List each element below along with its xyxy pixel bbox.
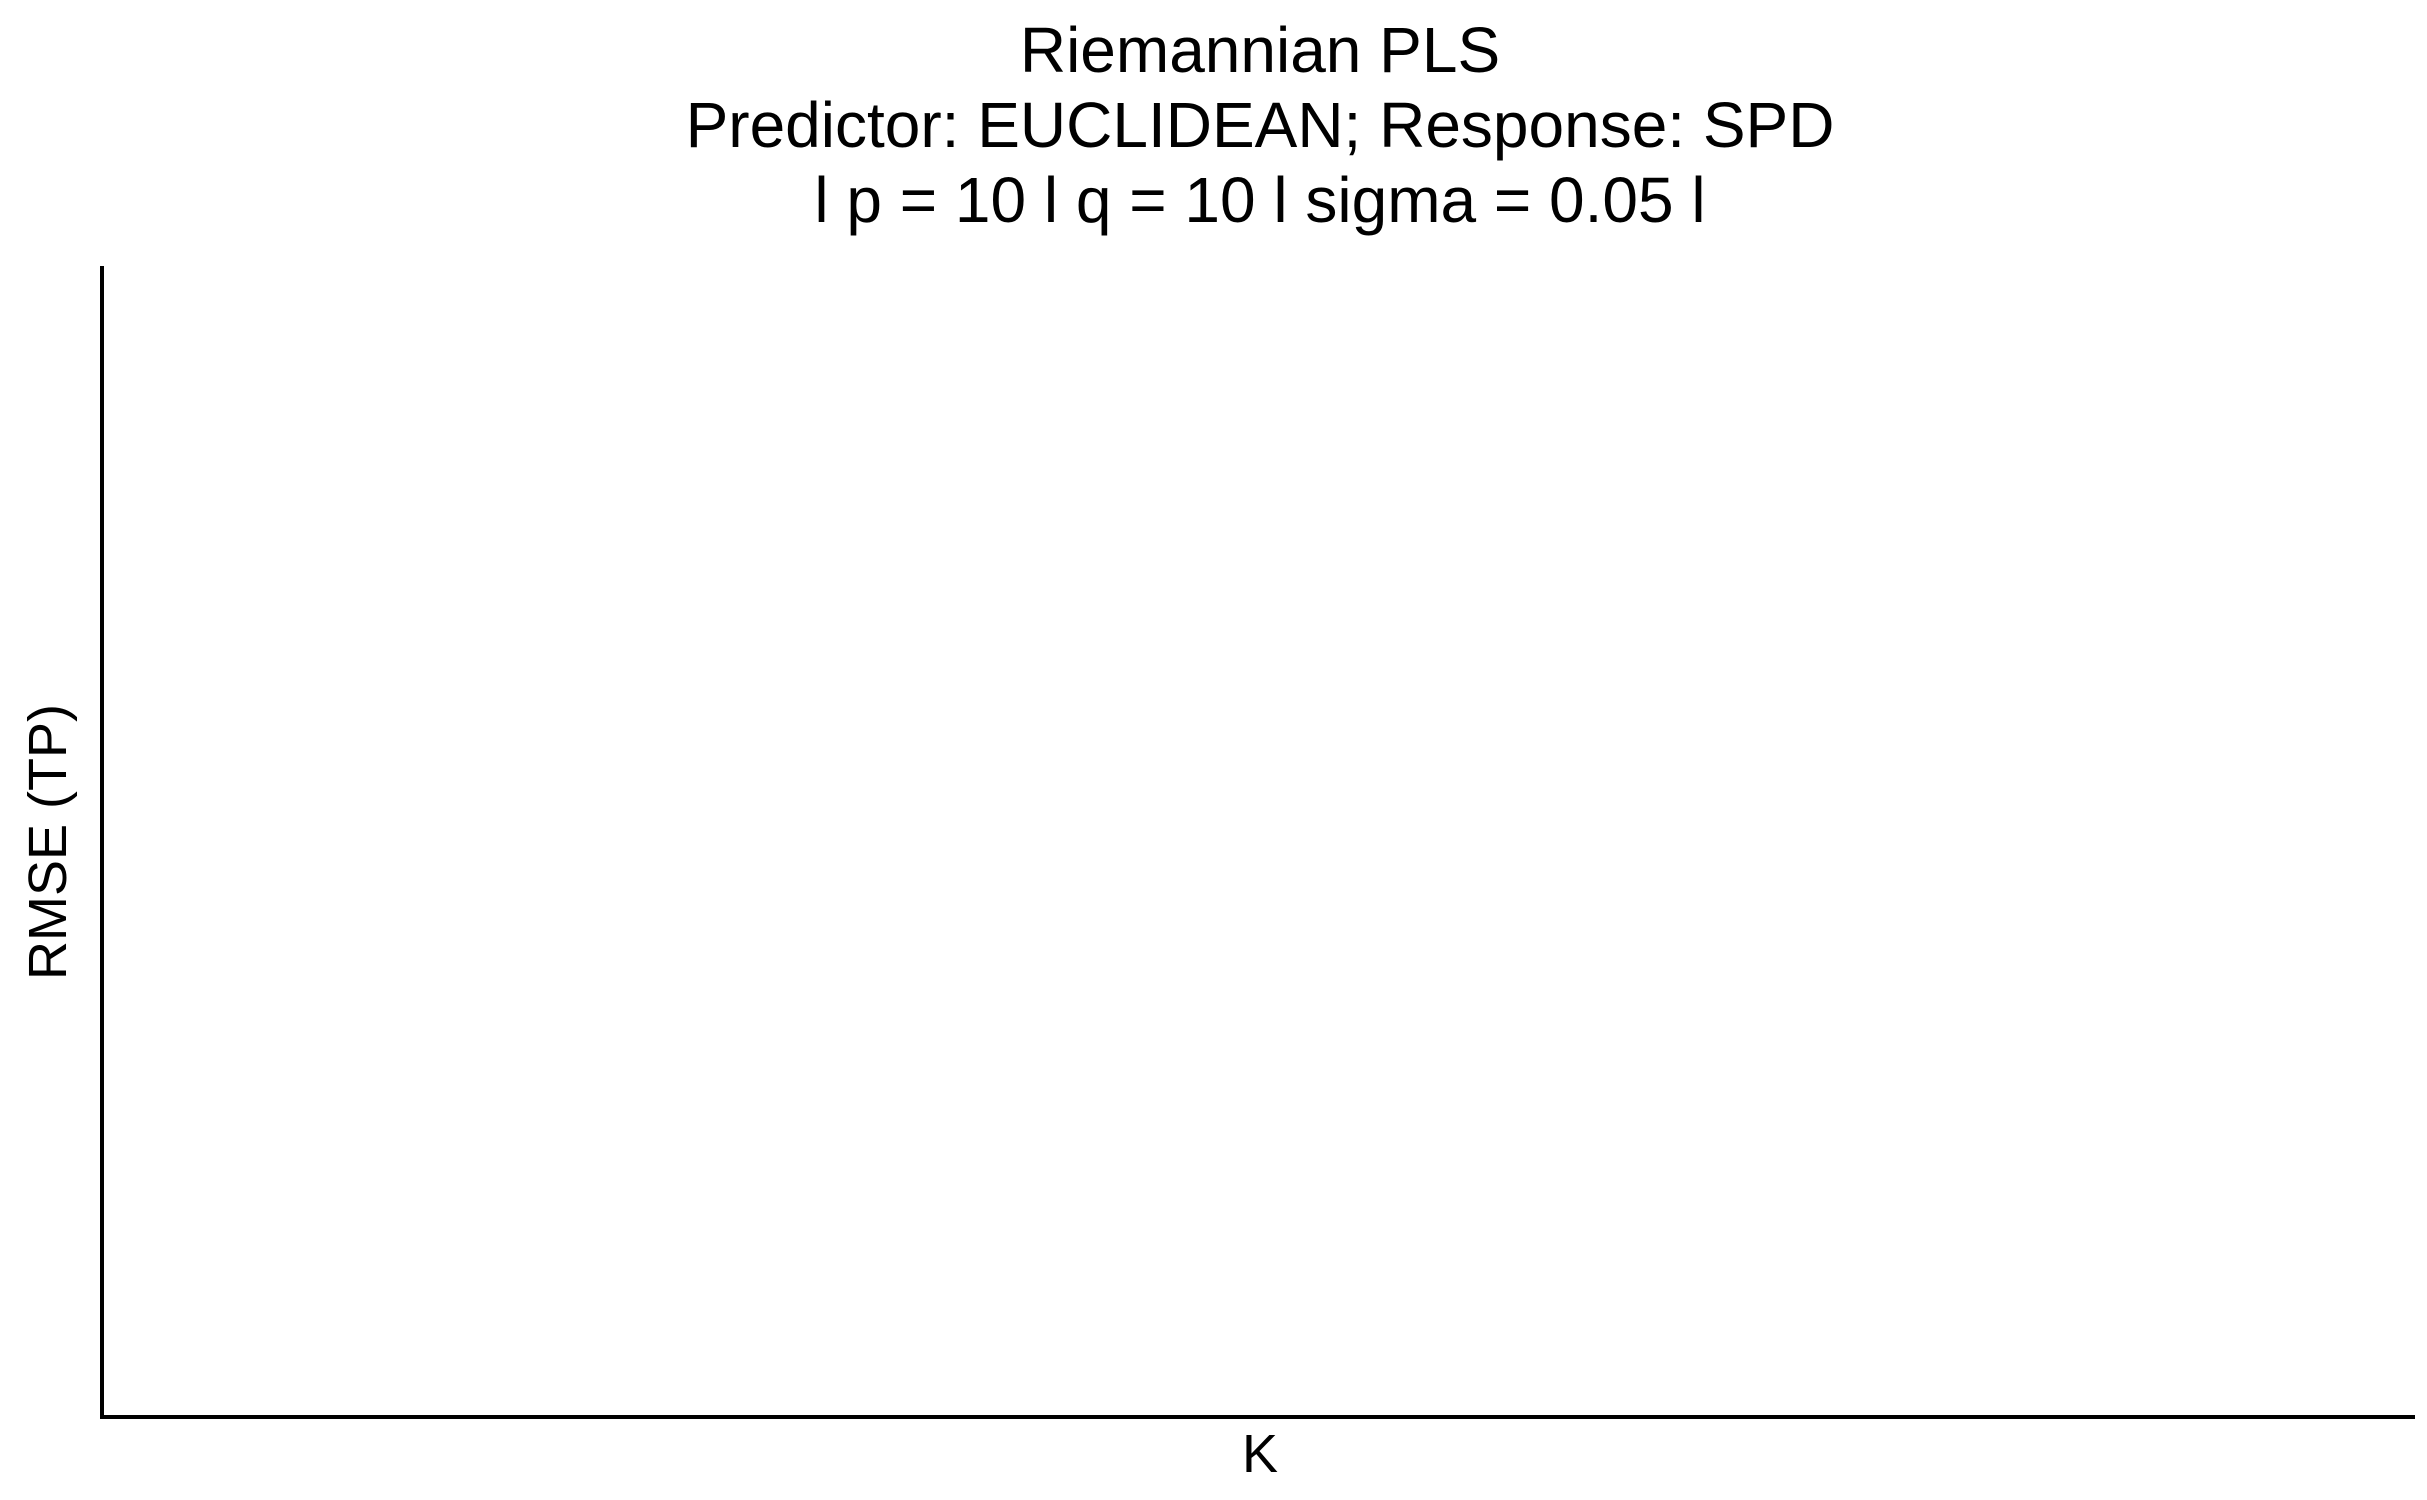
chart-subtitle-line-1: Predictor: EUCLIDEAN; Response: SPD [686,89,1835,161]
chart-title-block: Riemannian PLS Predictor: EUCLIDEAN; Res… [686,14,1835,236]
y-axis-label: RMSE (TP) [18,704,78,980]
plot-area [100,266,2415,1419]
chart-subtitle-line-2: l p = 10 l q = 10 l sigma = 0.05 l [814,164,1705,236]
x-axis-label: K [1242,1424,1278,1484]
chart-title: Riemannian PLS [1020,14,1500,86]
